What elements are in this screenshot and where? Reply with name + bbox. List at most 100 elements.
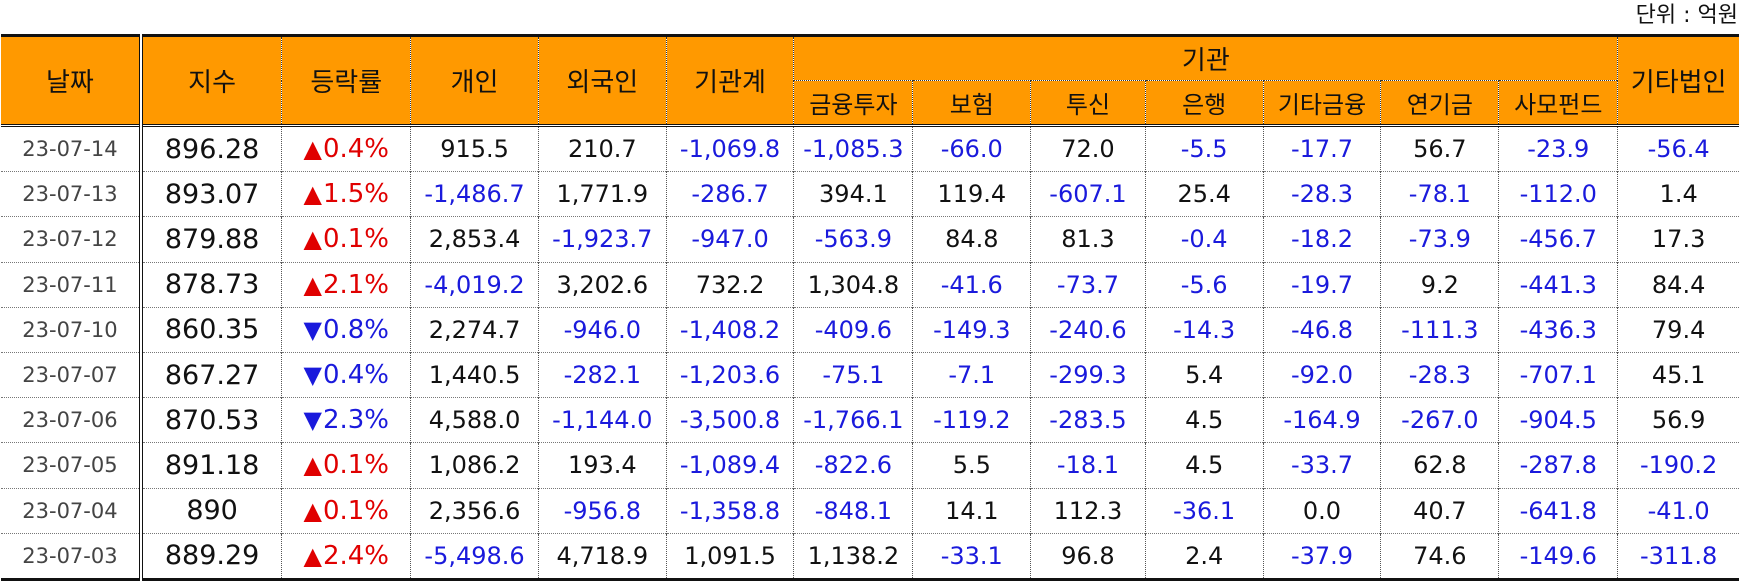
other-fin-cell: -46.8: [1262, 306, 1381, 353]
header-change[interactable]: 등락률: [281, 34, 411, 127]
header-other-fin[interactable]: 기타금융: [1262, 80, 1381, 127]
date-cell: 23-07-04: [1, 487, 143, 534]
table-row: 23-07-05 891.18 ▲0.1% 1,086.2 193.4 -1,089.4-…: [1, 442, 1739, 488]
individual-cell: 2,356.6: [410, 487, 539, 534]
fin-invest-cell: -848.1: [793, 487, 913, 534]
index-cell: 879.88: [140, 216, 282, 263]
bank-cell: 4.5: [1144, 397, 1264, 443]
header-foreign[interactable]: 외국인: [537, 34, 667, 127]
header-trust[interactable]: 투신: [1030, 80, 1146, 127]
inst-total-cell: -3,500.8: [665, 397, 794, 443]
insurance-cell: 84.8: [912, 216, 1031, 263]
date-cell: 23-07-13: [1, 171, 143, 217]
individual-cell: 1,440.5: [410, 351, 539, 398]
down-arrow-icon: ▼: [303, 361, 322, 390]
change-value: 0.8%: [322, 314, 390, 345]
insurance-cell: -149.3: [912, 306, 1031, 353]
table-row: 23-07-06 870.53 ▼2.3% 4,588.0 -1,144.0 -3,500…: [1, 397, 1739, 443]
individual-cell: -4,019.2: [410, 261, 539, 308]
insurance-cell: 5.5: [912, 442, 1031, 488]
table-row: 23-07-03 889.29 ▲2.4% -5,498.6 4,718.9 1,091.…: [1, 532, 1739, 581]
other-corp-cell: 56.9: [1617, 397, 1739, 443]
foreign-cell: -282.1: [537, 351, 667, 398]
change-value: 0.4%: [322, 360, 390, 391]
pef-cell: -436.3: [1498, 306, 1618, 353]
change-value: 2.1%: [322, 269, 390, 300]
table-row: 23-07-04 890 ▲0.1% 2,356.6 -956.8 -1,358.8 -84…: [1, 487, 1739, 534]
up-arrow-icon: ▲: [303, 180, 322, 209]
header-pension[interactable]: 연기금: [1380, 80, 1499, 127]
header-other-corp[interactable]: 기타법인: [1617, 34, 1739, 127]
header-index[interactable]: 지수: [140, 34, 282, 127]
insurance-cell: -7.1: [912, 351, 1031, 398]
date-cell: 23-07-07: [1, 351, 143, 398]
pension-cell: -78.1: [1380, 171, 1499, 217]
other-corp-cell: -311.8: [1617, 532, 1739, 581]
index-cell: 891.18: [140, 442, 282, 488]
other-corp-cell: 79.4: [1617, 306, 1739, 353]
table-row: 23-07-07 867.27 ▼0.4% 1,440.5 -282.1 -1,203.6…: [1, 351, 1739, 398]
inst-total-cell: -947.0: [665, 216, 794, 263]
date-cell: 23-07-03: [1, 532, 143, 581]
pef-cell: -23.9: [1498, 125, 1618, 172]
fin-invest-cell: -1,766.1: [793, 397, 913, 443]
trust-cell: -607.1: [1030, 171, 1146, 217]
header-pef[interactable]: 사모펀드: [1498, 80, 1618, 127]
change-cell: ▼0.8%: [281, 306, 411, 353]
change-cell: ▲2.4%: [281, 532, 411, 581]
foreign-cell: 210.7: [537, 125, 667, 172]
trust-cell: 81.3: [1030, 216, 1146, 263]
index-cell: 890: [140, 487, 282, 534]
individual-cell: 4,588.0: [410, 397, 539, 443]
header-inst[interactable]: 기관: [793, 34, 1618, 81]
other-fin-cell: -28.3: [1262, 171, 1381, 217]
pef-cell: -456.7: [1498, 216, 1618, 263]
bank-cell: 5.4: [1144, 351, 1264, 398]
foreign-cell: 1,771.9: [537, 171, 667, 217]
investor-flow-table: 날짜 지수 등락률 개인 외국인 기관계 기관 기타법인 금융투자 보험 투신 …: [1, 34, 1739, 581]
header-inst-total[interactable]: 기관계: [665, 34, 794, 127]
pef-cell: -707.1: [1498, 351, 1618, 398]
header-date[interactable]: 날짜: [1, 34, 143, 127]
header-fin-invest[interactable]: 금융투자: [793, 80, 913, 127]
inst-total-cell: -286.7: [665, 171, 794, 217]
pension-cell: 56.7: [1380, 125, 1499, 172]
date-cell: 23-07-11: [1, 261, 143, 308]
other-corp-cell: -56.4: [1617, 125, 1739, 172]
other-fin-cell: -92.0: [1262, 351, 1381, 398]
header-insurance[interactable]: 보험: [912, 80, 1031, 127]
up-arrow-icon: ▲: [303, 541, 322, 570]
trust-cell: -240.6: [1030, 306, 1146, 353]
individual-cell: -1,486.7: [410, 171, 539, 217]
inst-total-cell: -1,358.8: [665, 487, 794, 534]
pension-cell: -73.9: [1380, 216, 1499, 263]
bank-cell: -0.4: [1144, 216, 1264, 263]
trust-cell: 96.8: [1030, 532, 1146, 581]
change-value: 0.4%: [322, 134, 390, 165]
change-cell: ▲2.1%: [281, 261, 411, 308]
pef-cell: -149.6: [1498, 532, 1618, 581]
trust-cell: -299.3: [1030, 351, 1146, 398]
other-corp-cell: -190.2: [1617, 442, 1739, 488]
change-cell: ▼0.4%: [281, 351, 411, 398]
trust-cell: -18.1: [1030, 442, 1146, 488]
up-arrow-icon: ▲: [303, 270, 322, 299]
header-individual[interactable]: 개인: [410, 34, 539, 127]
down-arrow-icon: ▼: [303, 315, 322, 344]
bank-cell: 25.4: [1144, 171, 1264, 217]
pension-cell: 74.6: [1380, 532, 1499, 581]
fin-invest-cell: -409.6: [793, 306, 913, 353]
other-fin-cell: -17.7: [1262, 125, 1381, 172]
change-value: 1.5%: [322, 179, 390, 210]
up-arrow-icon: ▲: [303, 451, 322, 480]
index-cell: 889.29: [140, 532, 282, 581]
index-cell: 878.73: [140, 261, 282, 308]
date-cell: 23-07-10: [1, 306, 143, 353]
up-arrow-icon: ▲: [303, 225, 322, 254]
change-value: 0.1%: [322, 450, 390, 481]
change-cell: ▼2.3%: [281, 397, 411, 443]
bank-cell: 2.4: [1144, 532, 1264, 581]
individual-cell: -5,498.6: [410, 532, 539, 581]
header-bank[interactable]: 은행: [1144, 80, 1264, 127]
date-cell: 23-07-12: [1, 216, 143, 263]
